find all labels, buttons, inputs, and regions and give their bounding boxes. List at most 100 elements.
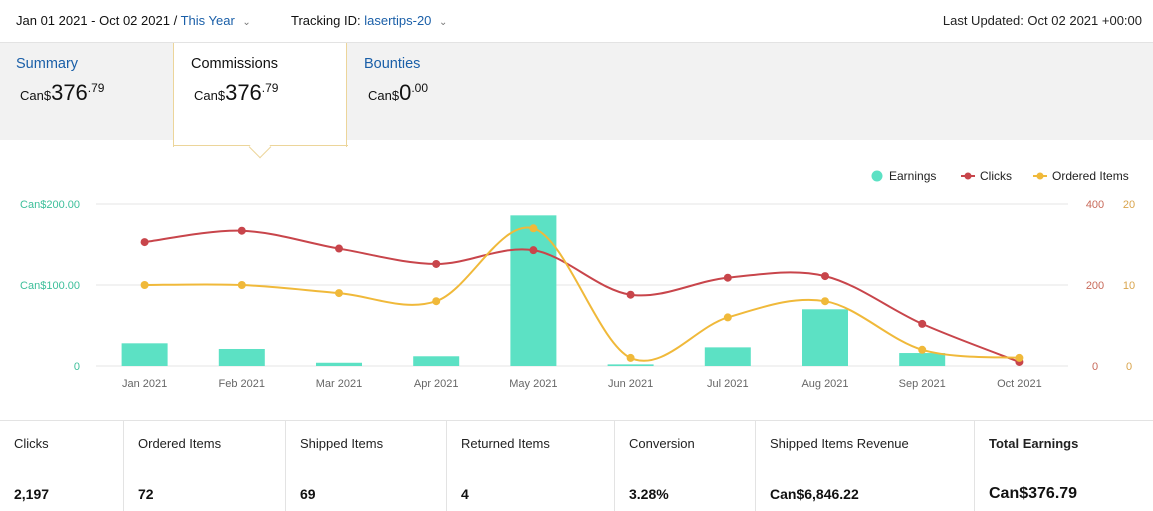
stat-shipped-items: Shipped Items 69: [286, 421, 447, 511]
x-axis-tick: May 2021: [509, 378, 557, 390]
earnings-bar: [218, 348, 265, 366]
amount-whole: 376: [51, 80, 88, 105]
stat-returned-items: Returned Items 4: [447, 421, 615, 511]
ordered-items-point: [529, 224, 538, 233]
ordered-items-point: [918, 345, 927, 354]
currency-prefix: Can$: [194, 88, 226, 103]
chevron-down-icon[interactable]: ⌄: [242, 17, 251, 28]
ordered-items-point: [432, 297, 441, 306]
clicks-point: [529, 246, 538, 255]
stat-value: Can$376.79: [989, 485, 1078, 502]
date-range-separator: /: [173, 13, 178, 28]
x-axis-tick: Jun 2021: [608, 378, 653, 390]
selected-tab-border: [267, 145, 348, 146]
x-axis-tick: Aug 2021: [801, 378, 848, 390]
stat-value: 3.28%: [629, 486, 669, 502]
stat-value: Can$6,846.22: [770, 486, 859, 502]
earnings-bar: [607, 364, 654, 366]
x-axis-tick: Mar 2021: [316, 378, 362, 390]
amount-whole: 376: [225, 80, 262, 105]
earnings-bar: [899, 353, 946, 366]
clicks-point: [821, 272, 829, 281]
legend-earnings-marker: [871, 170, 883, 182]
date-range-text: Jan 01 2021 - Oct 02 2021: [16, 13, 170, 28]
stat-label: Ordered Items: [138, 436, 222, 451]
ordered-items-point: [335, 289, 343, 298]
x-axis-tick: Jan 2021: [122, 378, 167, 390]
chart-svg: Can$200.00 Can$100.00 0 400 200 0 20 10 0 Jan 202…: [20, 169, 1135, 390]
clicks-point: [723, 273, 732, 282]
x-axis-tick: Jul 2021: [707, 378, 749, 390]
right-axis-clicks-tick: 400: [1086, 199, 1104, 211]
ordered-items-point: [626, 353, 635, 362]
report-header: Jan 01 2021 - Oct 02 2021 / This Year ⌄ …: [0, 0, 1153, 42]
tab-summary-label[interactable]: Summary: [16, 56, 79, 72]
ordered-items-point: [1015, 353, 1024, 362]
ordered-items-line: [144, 226, 1020, 362]
stat-value: 4: [461, 486, 469, 502]
right-axis-clicks-tick: 200: [1086, 280, 1104, 292]
earnings-chart: Can$200.00 Can$100.00 0 400 200 0 20 10 0 Jan 202…: [0, 150, 1153, 410]
amount-cents: .00: [411, 81, 429, 95]
tracking-id-label: Tracking ID:: [291, 13, 361, 28]
tab-summary[interactable]: Summary Can$376.79: [0, 43, 172, 141]
tracking-id-selector[interactable]: Tracking ID: lasertips-20 ⌄: [291, 13, 447, 28]
tracking-id-link[interactable]: lasertips-20: [364, 13, 432, 28]
clicks-point: [432, 259, 441, 268]
right-axis-items-tick: 0: [1126, 361, 1132, 373]
tab-bounties-amount: Can$0.00: [368, 80, 428, 106]
right-axis-items-tick: 10: [1123, 280, 1135, 292]
stat-conversion: Conversion 3.28%: [615, 421, 756, 511]
legend-ordered-items-label: Ordered Items: [1052, 169, 1129, 183]
earnings-bar: [413, 356, 460, 366]
earnings-bar: [704, 347, 751, 366]
currency-prefix: Can$: [20, 88, 52, 103]
tab-commissions-label[interactable]: Commissions: [191, 56, 279, 72]
stat-ordered-items: Ordered Items 72: [124, 421, 286, 511]
clicks-point: [140, 238, 149, 247]
tab-bounties-label[interactable]: Bounties: [364, 56, 421, 72]
stat-label: Returned Items: [461, 436, 550, 451]
stat-label: Clicks: [14, 436, 49, 451]
tab-commissions[interactable]: Commissions Can$376.79: [173, 43, 347, 147]
stat-label: Shipped Items: [300, 436, 384, 451]
ordered-items-point: [723, 313, 732, 322]
earnings-bar: [802, 309, 848, 366]
clicks-point: [335, 244, 343, 253]
last-updated-text: Last Updated: Oct 02 2021 +00:00: [942, 13, 1142, 28]
currency-prefix: Can$: [368, 88, 400, 103]
date-range-selector[interactable]: Jan 01 2021 - Oct 02 2021 / This Year ⌄: [16, 13, 251, 28]
clicks-line: [144, 229, 1020, 363]
stat-label: Total Earnings: [989, 436, 1079, 451]
legend-ordered-items-marker: [1036, 172, 1044, 180]
x-axis-tick: Sep 2021: [899, 378, 946, 390]
stat-label: Conversion: [629, 436, 695, 451]
tab-bounties[interactable]: Bounties Can$0.00: [348, 43, 528, 141]
clicks-point: [237, 226, 246, 235]
stat-shipped-items-revenue: Shipped Items Revenue Can$6,846.22: [756, 421, 975, 511]
chevron-down-icon[interactable]: ⌄: [439, 17, 448, 28]
earnings-tabs: Summary Can$376.79 Commissions Can$376.7…: [0, 42, 1153, 147]
left-axis-tick: Can$100.00: [20, 280, 80, 292]
earnings-bar: [510, 215, 557, 366]
ordered-items-point: [821, 297, 829, 306]
left-axis-tick: Can$200.00: [20, 199, 80, 211]
x-axis-tick: Feb 2021: [219, 378, 265, 390]
stat-label: Shipped Items Revenue: [770, 436, 909, 451]
left-axis-tick: 0: [74, 361, 80, 373]
earnings-bar: [121, 343, 168, 366]
ordered-items-point: [237, 281, 246, 289]
selected-tab-border: [173, 145, 253, 146]
legend-earnings-label: Earnings: [889, 169, 936, 183]
legend-clicks-label: Clicks: [980, 169, 1012, 183]
earnings-bar: [316, 362, 362, 366]
tab-commissions-amount: Can$376.79: [194, 80, 278, 106]
right-axis-items-tick: 20: [1123, 199, 1135, 211]
stat-value: 2,197: [14, 486, 50, 502]
ordered-items-point: [140, 281, 149, 289]
period-link[interactable]: This Year: [180, 13, 235, 28]
amount-cents: .79: [261, 81, 279, 95]
x-axis-tick: Oct 2021: [997, 378, 1042, 390]
stats-bar: Clicks 2,197 Ordered Items 72 Shipped It…: [0, 420, 1153, 511]
tab-summary-amount: Can$376.79: [20, 80, 104, 106]
